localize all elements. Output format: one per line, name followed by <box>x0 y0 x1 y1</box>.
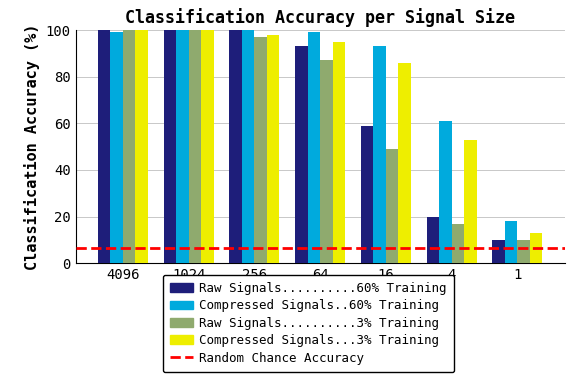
Bar <box>320 61 332 263</box>
Bar <box>361 126 374 263</box>
Bar <box>492 240 505 263</box>
Bar <box>452 224 464 263</box>
Bar <box>517 240 530 263</box>
Bar <box>295 46 308 263</box>
Bar <box>439 121 452 263</box>
X-axis label: Signal Size: Signal Size <box>270 288 370 303</box>
Bar <box>136 30 148 263</box>
Legend: Raw Signals..........60% Training, Compressed Signals..60% Training, Raw Signals: Raw Signals..........60% Training, Compr… <box>163 274 454 372</box>
Bar <box>398 63 411 263</box>
Title: Classification Accuracy per Signal Size: Classification Accuracy per Signal Size <box>125 8 515 27</box>
Bar <box>332 42 345 263</box>
Bar <box>308 32 320 263</box>
Bar <box>427 217 439 263</box>
Bar <box>374 46 386 263</box>
Bar <box>189 30 201 263</box>
Bar <box>201 30 214 263</box>
Bar <box>267 35 279 263</box>
Bar <box>111 32 123 263</box>
Bar <box>530 233 542 263</box>
Bar <box>229 30 242 263</box>
Bar <box>464 139 477 263</box>
Bar <box>386 149 398 263</box>
Y-axis label: Classification Accuracy (%): Classification Accuracy (%) <box>24 23 40 270</box>
Bar <box>98 30 111 263</box>
Bar <box>123 30 136 263</box>
Bar <box>505 221 517 263</box>
Bar <box>164 30 176 263</box>
Bar <box>242 30 254 263</box>
Bar <box>176 30 189 263</box>
Bar <box>254 37 267 263</box>
